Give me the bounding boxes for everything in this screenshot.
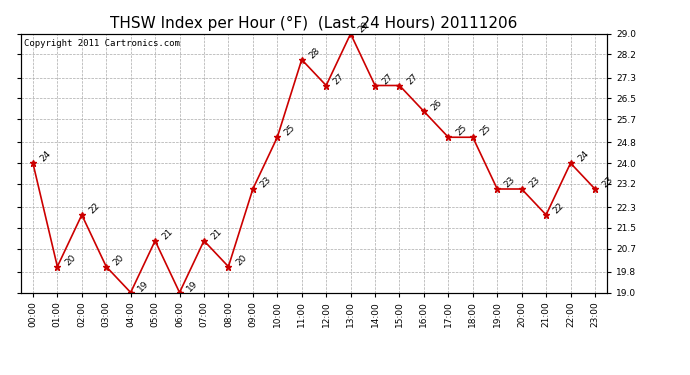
Text: 20: 20 (63, 253, 77, 267)
Text: 23: 23 (527, 175, 542, 190)
Text: 23: 23 (259, 175, 273, 190)
Text: 20: 20 (112, 253, 126, 267)
Text: 21: 21 (161, 227, 175, 242)
Text: 29: 29 (356, 20, 371, 34)
Text: 24: 24 (576, 149, 591, 164)
Text: 19: 19 (185, 279, 199, 293)
Text: 23: 23 (503, 175, 518, 190)
Title: THSW Index per Hour (°F)  (Last 24 Hours) 20111206: THSW Index per Hour (°F) (Last 24 Hours)… (110, 16, 518, 31)
Text: 24: 24 (39, 149, 53, 164)
Text: 25: 25 (454, 123, 469, 138)
Text: 27: 27 (381, 72, 395, 86)
Text: 22: 22 (88, 201, 101, 216)
Text: Copyright 2011 Cartronics.com: Copyright 2011 Cartronics.com (23, 39, 179, 48)
Text: 25: 25 (283, 123, 297, 138)
Text: 27: 27 (405, 72, 420, 86)
Text: 21: 21 (210, 227, 224, 242)
Text: 25: 25 (478, 123, 493, 138)
Text: 20: 20 (234, 253, 248, 267)
Text: 23: 23 (600, 175, 615, 190)
Text: 19: 19 (136, 279, 150, 293)
Text: 22: 22 (552, 201, 566, 216)
Text: 26: 26 (429, 98, 444, 112)
Text: 27: 27 (332, 72, 346, 86)
Text: 28: 28 (307, 46, 322, 60)
